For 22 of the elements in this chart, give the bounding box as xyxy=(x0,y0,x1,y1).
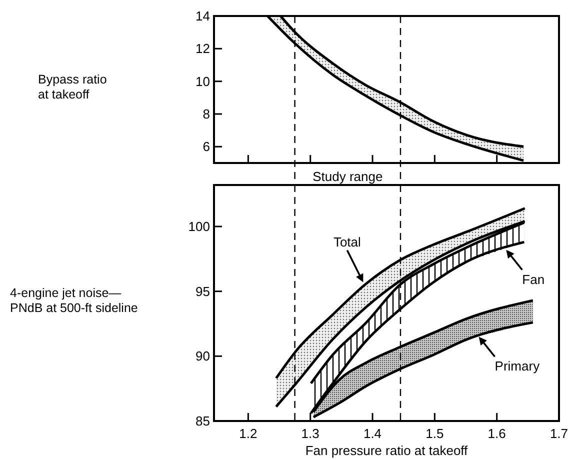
text: Study range xyxy=(312,169,383,184)
x-tick-label: 1.2 xyxy=(239,426,258,441)
y-tick-label: 14 xyxy=(196,8,210,24)
y-tick-label: 95 xyxy=(196,284,210,299)
x-tick-label: 1.3 xyxy=(301,426,320,441)
x-tick-label: 1.4 xyxy=(363,426,382,441)
y-tick-label: 100 xyxy=(188,218,210,234)
x-axis-title: Fan pressure ratio at takeoff xyxy=(305,443,468,458)
annotation: Primary xyxy=(494,358,540,374)
annotation: Fan xyxy=(522,272,545,287)
y-axis-title: Bypass ratio at takeoff xyxy=(38,72,107,102)
annotation: Total xyxy=(333,234,362,250)
y-tick-label: 12 xyxy=(196,41,210,56)
y-tick-label: 6 xyxy=(202,139,210,154)
y-tick-label: 10 xyxy=(196,74,210,89)
y-tick-label: 90 xyxy=(196,348,210,364)
y-tick-label: 85 xyxy=(196,414,210,428)
x-tick-label: 1.6 xyxy=(488,426,506,441)
y-axis-title: 4-engine jet noise— PNdB at 500-ft sideline xyxy=(10,286,138,315)
x-tick-label: 1.5 xyxy=(426,426,444,441)
x-tick-label: 1.7 xyxy=(550,426,568,441)
y-tick-label: 8 xyxy=(202,106,210,122)
